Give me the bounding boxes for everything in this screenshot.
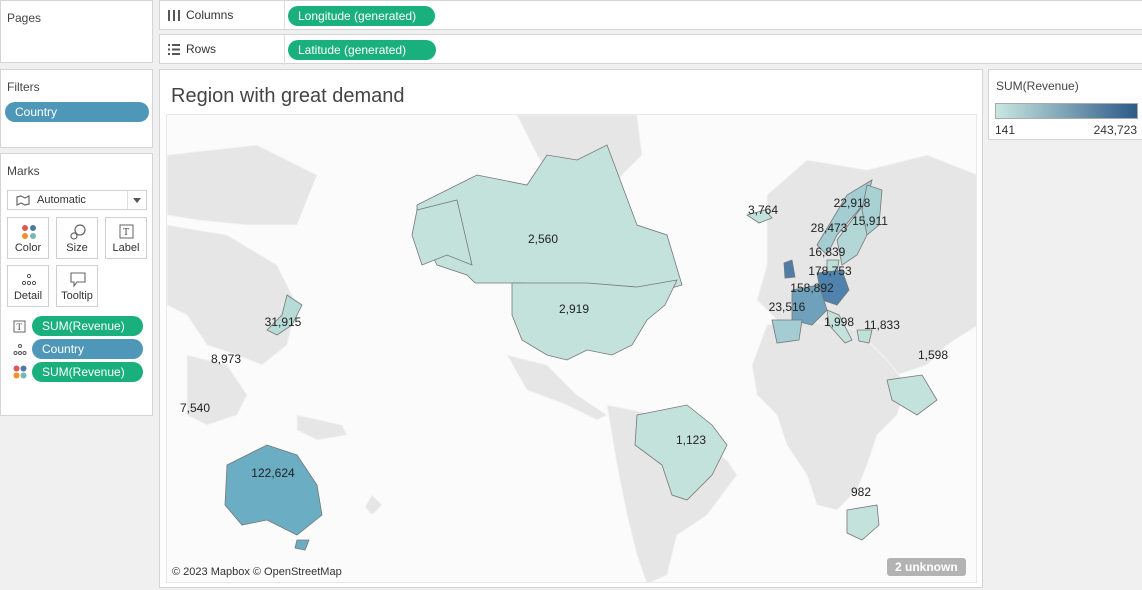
map-label-italy: 1,998 [824,315,854,329]
rows-icon [168,44,180,55]
map-label-south-africa: 982 [851,485,871,499]
region-tasmania [294,539,310,551]
land-nz [364,494,383,516]
latitude-pill[interactable]: Latitude (generated) [288,40,436,60]
color-button-label: Color [14,242,42,254]
chevron-down-icon [133,198,141,203]
region-france [791,284,828,326]
map-mark-icon [16,195,30,206]
map-label-greece: 11,833 [864,318,900,332]
filters-title: Filters [7,80,40,94]
detail-button[interactable]: Detail [7,265,49,307]
land-mexico [505,354,608,421]
label-button-label: Label [112,242,140,254]
region-italy [826,309,853,344]
map-label-japan: 31,915 [265,315,302,329]
size-button[interactable]: Size [56,217,98,259]
mark-type-select[interactable]: Automatic [7,190,147,210]
label-field-icon: T [13,320,26,333]
map-labels: 2,560 2,919 1,123 122,624 31,915 8,973 7,540 3,… [180,196,948,499]
land-papua [296,414,348,441]
unknown-badge[interactable]: 2 unknown [887,558,966,576]
columns-icon [168,10,180,21]
tooltip-button[interactable]: Tooltip [56,265,98,307]
pages-shelf[interactable]: Pages [0,0,153,63]
legend-gradient [995,103,1138,119]
region-usa [511,279,678,361]
land-africa [751,319,908,511]
label-button[interactable]: T Label [105,217,147,259]
columns-shelf[interactable]: Columns Longitude (generated) [159,0,1142,31]
map-label-france: 158,892 [790,281,834,295]
map-label-australia: 122,624 [251,466,295,480]
map-area[interactable]: 2,560 2,919 1,123 122,624 31,915 8,973 7,540 3,… [166,114,977,583]
map-label-norway: 28,473 [811,221,848,235]
region-south-africa [846,504,880,541]
pages-title: Pages [7,11,42,25]
land-se-asia [186,354,248,426]
map-label-spain: 23,516 [769,300,806,314]
map-label-canada: 2,560 [528,232,558,246]
region-uk [783,259,796,279]
map-label-iceland: 3,764 [748,203,778,217]
legend-min: 141 [995,123,1016,137]
region-iceland [746,209,773,224]
legend-max: 243,723 [1093,123,1137,137]
detail-button-label: Detail [13,290,43,302]
detail-icon [21,273,37,286]
color-button[interactable]: Color [7,217,49,259]
viz-pane: Region with great demand [159,69,983,588]
region-japan [266,294,303,336]
tooltip-icon [70,272,86,288]
svg-text:T: T [123,227,129,238]
label-icon: T [119,224,134,239]
rows-label: Rows [186,42,217,56]
revenue-label-pill[interactable]: SUM(Revenue) [32,316,143,336]
country-filter-pill[interactable]: Country [5,102,149,122]
map-attribution[interactable]: © 2023 Mapbox © OpenStreetMap [172,566,342,578]
region-brazil [634,404,728,501]
columns-label: Columns [186,8,234,22]
map-label-saudi-arabia: 1,598 [918,348,948,362]
region-saudi [886,374,938,416]
svg-text:T: T [17,322,23,332]
map-label-taiwan: 8,973 [211,352,241,366]
map-label-germany: 178,753 [808,264,852,278]
map-label-united-states: 2,919 [559,302,589,316]
map-label-sweden: 15,911 [852,214,888,228]
region-alaska [411,199,473,266]
region-greece [856,329,873,344]
revenue-color-pill[interactable]: SUM(Revenue) [32,362,143,382]
longitude-pill[interactable]: Longitude (generated) [288,6,435,26]
land-russia-east [167,144,318,226]
size-icon [70,224,86,240]
viz-title: Region with great demand [171,85,405,107]
region-finland [861,184,883,236]
world-map[interactable] [167,115,977,583]
marks-title: Marks [7,164,40,178]
detail-field-icon [13,344,27,355]
filters-shelf[interactable]: Filters Country [0,69,153,148]
map-label-brazil: 1,123 [676,433,706,447]
land-east-asia [167,224,298,366]
country-detail-pill[interactable]: Country [32,339,143,359]
map-label-finland: 22,918 [834,196,871,210]
marks-card: Marks Automatic Color Size T Label Detai… [0,153,153,416]
color-legend[interactable]: SUM(Revenue) 141 243,723 [988,69,1142,140]
color-field-icon [13,365,27,379]
region-australia [224,444,323,536]
map-label-denmark: 16,839 [809,245,846,259]
size-button-label: Size [66,242,88,254]
map-label-philippines: 7,540 [180,401,210,415]
rows-shelf[interactable]: Rows Latitude (generated) [159,34,1142,65]
mark-type-value: Automatic [37,194,86,206]
tooltip-button-label: Tooltip [61,290,93,302]
color-icon [22,225,36,239]
legend-title: SUM(Revenue) [996,79,1079,93]
region-spain [771,319,803,344]
